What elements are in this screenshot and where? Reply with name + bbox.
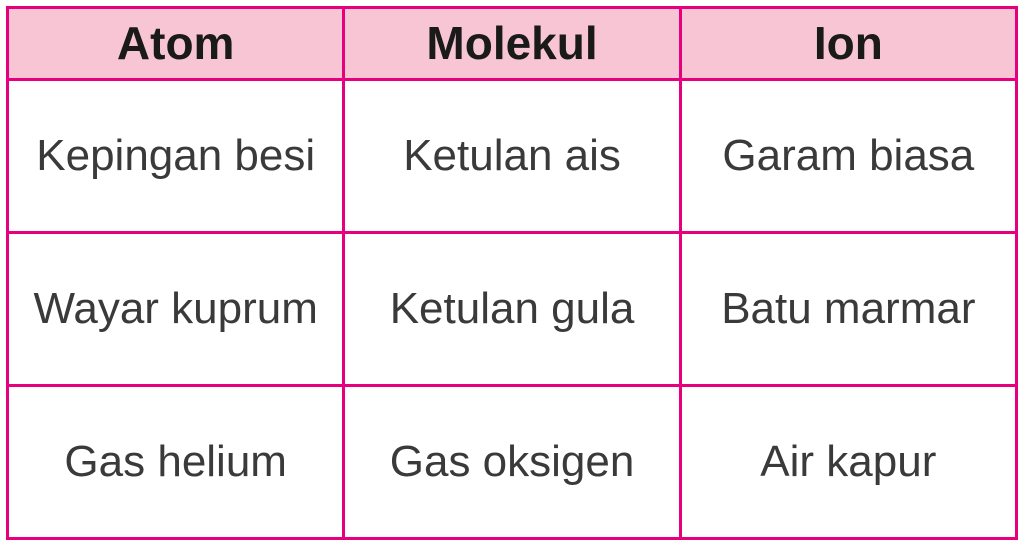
cell-ion: Batu marmar <box>680 232 1016 385</box>
cell-atom: Gas helium <box>8 385 344 538</box>
header-atom: Atom <box>8 8 344 80</box>
cell-molekul: Gas oksigen <box>344 385 680 538</box>
cell-molekul: Ketulan gula <box>344 232 680 385</box>
cell-ion: Air kapur <box>680 385 1016 538</box>
table-header-row: Atom Molekul Ion <box>8 8 1017 80</box>
header-ion: Ion <box>680 8 1016 80</box>
header-molekul: Molekul <box>344 8 680 80</box>
table-row: Kepingan besi Ketulan ais Garam biasa <box>8 79 1017 232</box>
table-container: Atom Molekul Ion Kepingan besi Ketulan a… <box>0 0 1024 546</box>
particle-classification-table: Atom Molekul Ion Kepingan besi Ketulan a… <box>6 6 1018 540</box>
cell-atom: Kepingan besi <box>8 79 344 232</box>
table-row: Wayar kuprum Ketulan gula Batu marmar <box>8 232 1017 385</box>
table-row: Gas helium Gas oksigen Air kapur <box>8 385 1017 538</box>
cell-molekul: Ketulan ais <box>344 79 680 232</box>
cell-atom: Wayar kuprum <box>8 232 344 385</box>
cell-ion: Garam biasa <box>680 79 1016 232</box>
